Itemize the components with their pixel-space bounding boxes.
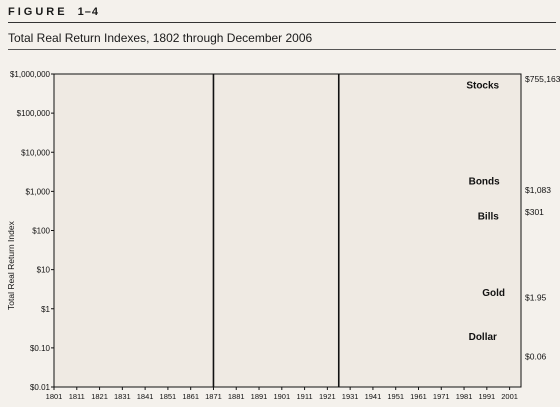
x-tick-label: 1841	[137, 392, 154, 401]
x-tick-label: 1871	[205, 392, 222, 401]
plot-frame	[53, 73, 522, 388]
y-tick-label: $10,000	[21, 148, 50, 157]
y-tick-label: $10	[37, 266, 51, 275]
x-tick-label: 1851	[160, 392, 177, 401]
x-tick-label: 1931	[342, 392, 359, 401]
x-tick-label: 1971	[433, 392, 450, 401]
x-tick-label: 1981	[456, 392, 473, 401]
chart-title: Total Real Return Indexes, 1802 through …	[8, 31, 313, 45]
x-tick-label: 1891	[251, 392, 268, 401]
title-rule	[8, 49, 556, 50]
axis-layer: $1,000,000 $100,000 $10,000 $1,000 $100 $10 $1…	[10, 70, 560, 401]
y-tick-label: $0.10	[30, 344, 51, 353]
end-value-label-stocks: $755,163	[525, 74, 560, 84]
figure-label-word: FIGURE	[8, 6, 68, 18]
y-tick-label: $1	[41, 305, 50, 314]
series-label-bonds: Bonds	[469, 176, 501, 187]
end-value-label-bills: $301	[525, 207, 544, 217]
x-tick-label: 1801	[46, 392, 63, 401]
series-label-stocks: Stocks	[466, 81, 499, 92]
x-tick-label: 1921	[319, 392, 336, 401]
end-value-label-bonds: $1,083	[525, 185, 551, 195]
x-tick-label: 1901	[273, 392, 290, 401]
series-label-gold: Gold	[482, 288, 505, 299]
end-value-label-dollar: $0.06	[525, 352, 547, 362]
x-tick-label: 1811	[69, 392, 85, 401]
x-tick-label: 1991	[478, 392, 495, 401]
x-tick-label: 1911	[297, 392, 313, 401]
x-tick-label: 2001	[501, 392, 518, 401]
top-rule	[8, 22, 556, 23]
x-tick-label: 1831	[114, 392, 131, 401]
x-tick-label: 1951	[387, 392, 404, 401]
figure-label: FIGURE 1–4	[8, 6, 99, 18]
y-axis-label: Total Real Return Index	[6, 220, 16, 310]
figure-number: 1–4	[77, 6, 99, 18]
series-label-bills: Bills	[478, 212, 500, 223]
y-tick-label: $100	[32, 227, 50, 236]
y-tick-label: $100,000	[17, 109, 51, 118]
x-tick-label: 1821	[91, 392, 108, 401]
series-label-dollar: Dollar	[469, 332, 497, 343]
x-tick-label: 1881	[228, 392, 245, 401]
end-value-label-gold: $1.95	[525, 292, 547, 302]
y-tick-label: $1,000	[26, 187, 51, 196]
y-tick-label: $0.01	[30, 383, 51, 392]
x-tick-label: 1861	[182, 392, 199, 401]
x-tick-label: 1941	[365, 392, 382, 401]
y-tick-label: $1,000,000	[10, 70, 51, 79]
x-tick-label: 1961	[410, 392, 427, 401]
